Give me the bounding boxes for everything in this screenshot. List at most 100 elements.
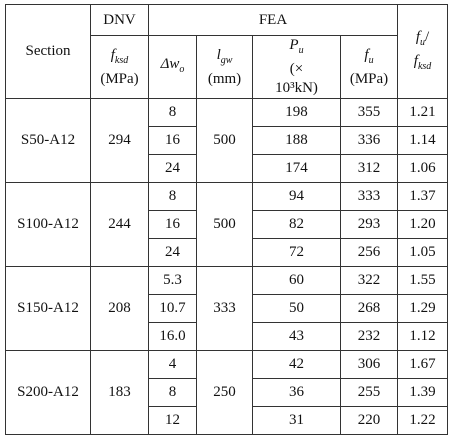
- cell: 42: [252, 350, 341, 379]
- subscript: u: [368, 54, 374, 66]
- cell: 198: [252, 98, 341, 127]
- subscript: o: [179, 64, 185, 75]
- cell: 36: [252, 378, 341, 407]
- cell: 220: [339, 406, 399, 435]
- cell: 322: [339, 266, 399, 295]
- symbol: f: [413, 52, 418, 69]
- cell: 82: [252, 210, 341, 239]
- subscript: ksd: [417, 60, 432, 72]
- table-row: 16.0 43 232 1.12: [6, 322, 449, 351]
- cell: 1.67: [397, 350, 449, 379]
- cell: 8: [148, 98, 197, 127]
- slash: /: [425, 28, 430, 45]
- cell: 50: [252, 294, 341, 323]
- table-row: 16 188 336 1.14: [6, 126, 449, 155]
- symbol: l: [216, 46, 221, 63]
- header-cell: fu/ fksd: [397, 4, 449, 99]
- cell: 188: [252, 126, 341, 155]
- cell: 232: [339, 322, 399, 351]
- subscript: gw: [220, 54, 233, 66]
- cell: 1.14: [397, 126, 449, 155]
- subscript: u: [298, 45, 304, 56]
- cell: 1.37: [397, 182, 449, 211]
- cell: 4: [148, 350, 197, 379]
- cell: 1.12: [397, 322, 449, 351]
- table-row: S100-A12 244 8 500 94 333 1.37: [5, 182, 449, 267]
- cell: 336: [339, 126, 399, 155]
- subscript: ksd: [114, 54, 129, 66]
- cell: 24: [148, 238, 197, 267]
- symbol: f: [110, 46, 115, 63]
- section-cell: S150-A12: [5, 266, 91, 351]
- cell: 24: [148, 154, 197, 183]
- cell: 500: [196, 182, 253, 267]
- header-row: Section DNV FEA fu/ fksd: [5, 4, 449, 99]
- table-row: 8 36 255 1.39: [6, 378, 449, 407]
- cell: 16: [148, 126, 197, 155]
- cell: 1.22: [397, 406, 449, 435]
- cell: 8: [148, 378, 197, 407]
- cell: 1.21: [397, 98, 449, 127]
- cell: 60: [252, 266, 341, 295]
- unit: (×: [289, 61, 304, 77]
- cell: 256: [339, 238, 399, 267]
- unit: (mm): [207, 70, 242, 87]
- table-row: 24 174 312 1.06: [6, 154, 449, 183]
- unit: (MPa): [349, 70, 389, 87]
- section-cell: S100-A12: [5, 182, 91, 267]
- header-cell: lgw (mm): [196, 35, 253, 99]
- cell: 208: [90, 266, 149, 351]
- header-cell: fu (MPa): [339, 35, 399, 99]
- cell: 1.39: [397, 378, 449, 407]
- cell: 16.0: [148, 322, 197, 351]
- cell: 5.3: [148, 266, 197, 295]
- cell: 183: [90, 350, 149, 435]
- cell: 250: [196, 350, 253, 435]
- cell: 1.05: [397, 238, 449, 267]
- header-cell: FEA: [147, 4, 399, 36]
- cell: 8: [148, 182, 197, 211]
- table-body: S50-A12 294 8 500 198 355 1.21 16 188 336 1.14 24 17…: [5, 98, 449, 435]
- table-row: 24 72 256 1.05: [6, 238, 449, 267]
- cell: 500: [196, 98, 253, 183]
- cell: 294: [90, 98, 149, 183]
- cell: 333: [196, 266, 253, 351]
- cell: 16: [148, 210, 197, 239]
- results-table: Section DNV FEA fu/ fksd fksd (MPa) Δwo lgw…: [5, 4, 449, 435]
- table-header: Section DNV FEA fu/ fksd fksd (MPa) Δwo lgw…: [5, 4, 449, 99]
- cell: 244: [90, 182, 149, 267]
- cell: 12: [148, 406, 197, 435]
- header-cell: Pu (× 10³kN): [252, 35, 341, 99]
- cell: 31: [252, 406, 341, 435]
- table-row: 12 31 220 1.22: [6, 406, 449, 435]
- cell: 10.7: [148, 294, 197, 323]
- cell: 268: [339, 294, 399, 323]
- symbol: f: [415, 28, 421, 45]
- cell: 355: [339, 98, 399, 127]
- header-row: fksd (MPa) Δwo lgw (mm) Pu (× 10³kN) fu (MPa): [6, 35, 448, 99]
- symbol: P: [289, 37, 299, 53]
- cell: 333: [339, 182, 399, 211]
- cell: 1.55: [397, 266, 449, 295]
- cell: 312: [339, 154, 399, 183]
- cell: 1.20: [397, 210, 449, 239]
- cell: 94: [252, 182, 341, 211]
- symbol: Δw: [160, 56, 180, 72]
- header-cell: Section: [5, 4, 91, 99]
- cell: 306: [339, 350, 399, 379]
- symbol: f: [364, 46, 369, 63]
- subscript: u: [420, 36, 426, 48]
- cell: 174: [252, 154, 341, 183]
- table-row: S150-A12 208 5.3 333 60 322 1.55: [5, 266, 449, 351]
- cell: 1.06: [397, 154, 449, 183]
- cell: 293: [339, 210, 399, 239]
- table-row: S50-A12 294 8 500 198 355 1.21: [5, 98, 449, 183]
- header-cell: DNV: [90, 4, 149, 36]
- section-cell: S200-A12: [5, 350, 91, 435]
- cell: 43: [252, 322, 341, 351]
- header-cell: fksd (MPa): [90, 35, 149, 99]
- header-cell: Δwo: [148, 35, 197, 99]
- cell: 255: [339, 378, 399, 407]
- unit: 10³kN): [275, 80, 318, 96]
